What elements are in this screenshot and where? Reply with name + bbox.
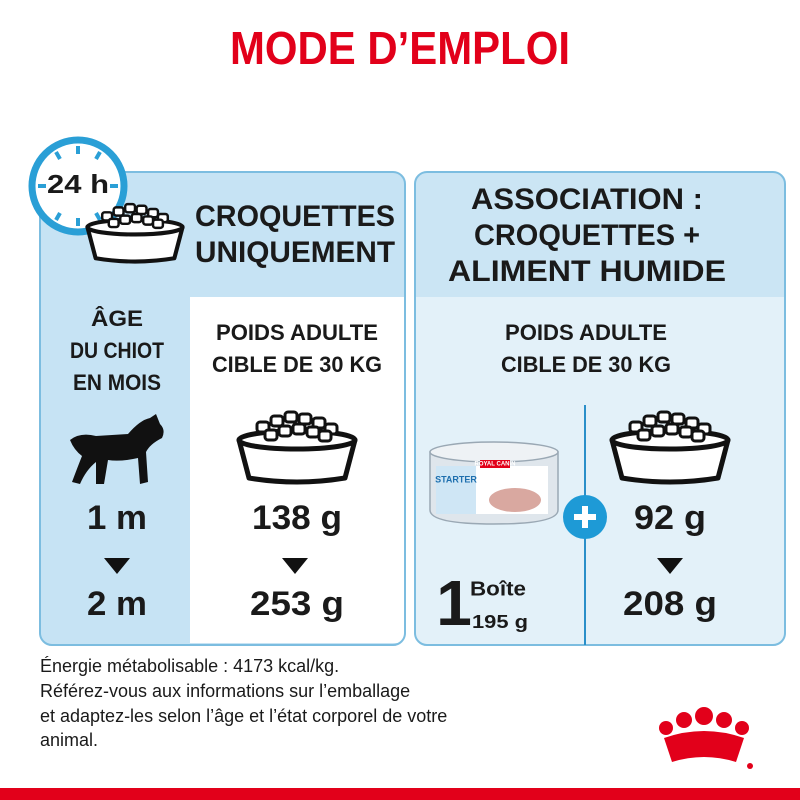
can-brand: ROYAL CANIN: [474, 462, 515, 468]
clock-icon: [28, 136, 128, 236]
column-heading: POIDS ADULTE: [216, 320, 378, 345]
clock-label: 24 h: [47, 169, 109, 199]
age-value: 1 m: [87, 499, 147, 537]
column-heading: CIBLE DE 30 KG: [501, 352, 671, 377]
wet-count: 1: [436, 567, 472, 639]
plus-icon: [563, 495, 607, 539]
wet-weight: 195 g: [472, 612, 528, 632]
mixed-border: [414, 171, 786, 646]
amount: 92 g: [634, 499, 706, 537]
amount: 138 g: [252, 499, 342, 537]
section-heading: ASSOCIATION :: [471, 183, 703, 216]
amount: 208 g: [623, 585, 717, 623]
footer-bar: [0, 788, 800, 800]
arrow-down: [657, 558, 683, 574]
column-heading: CIBLE DE 30 KG: [212, 352, 382, 377]
section-heading: ALIMENT HUMIDE: [448, 255, 726, 288]
amount: 253 g: [250, 585, 344, 623]
arrow-down: [104, 558, 130, 574]
kibble-border: [39, 171, 406, 646]
age-value: 2 m: [87, 585, 147, 623]
can-image: [429, 441, 559, 525]
can-label: STARTER: [435, 474, 477, 484]
section-heading: CROQUETTES +: [474, 219, 700, 252]
mixed-header: [415, 172, 785, 297]
column-heading: EN MOIS: [73, 370, 161, 395]
wet-unit: Boîte: [470, 578, 526, 600]
column-heading: ÂGE: [91, 306, 143, 331]
footer-line: Référez-vous aux informations sur l’emba…: [40, 681, 410, 701]
column-heading: POIDS ADULTE: [505, 320, 667, 345]
section-heading: CROQUETTES: [195, 200, 395, 233]
footer-line: et adaptez-les selon l’âge et l’état cor…: [40, 706, 447, 726]
arrow-down: [282, 558, 308, 574]
brand-logo: [659, 707, 753, 769]
section-heading: UNIQUEMENT: [195, 236, 395, 269]
footer-line: Énergie métabolisable : 4173 kcal/kg.: [40, 656, 339, 676]
puppy-icon: [70, 414, 164, 484]
column-heading: DU CHIOT: [70, 338, 164, 363]
page-title: MODE D’EMPLOI: [230, 22, 570, 74]
footer-line: animal.: [40, 730, 98, 750]
